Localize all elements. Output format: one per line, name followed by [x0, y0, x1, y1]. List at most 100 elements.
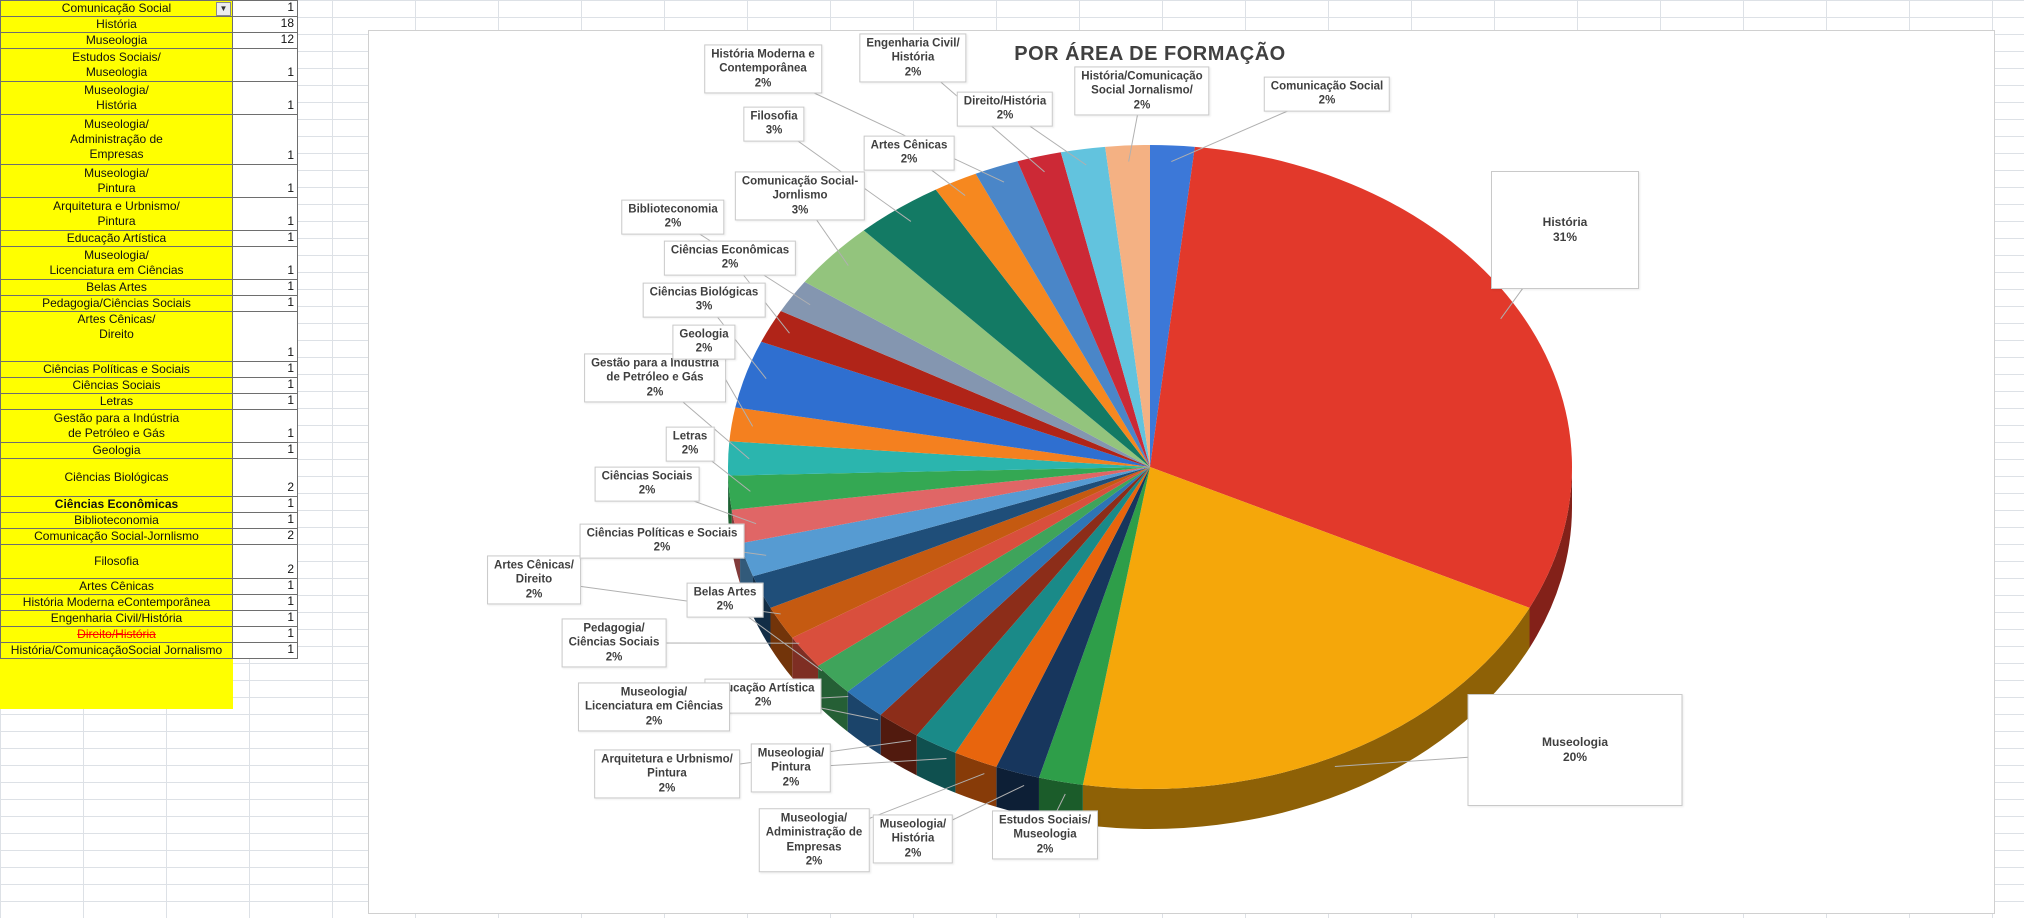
cell-area-label[interactable]: Estudos Sociais/ Museologia — [0, 48, 233, 82]
pie-slice[interactable] — [735, 341, 1150, 467]
cell-area-count[interactable]: 1 — [233, 197, 298, 231]
chart-data-label[interactable]: Biblioteconomia 2% — [621, 199, 725, 235]
chart-data-label[interactable]: Ciências Biológicas 3% — [642, 282, 766, 318]
chart-data-label[interactable]: História Moderna e Contemporânea 2% — [704, 44, 822, 94]
cell-area-label[interactable]: Gestão para a Indústria de Petróleo e Gá… — [0, 409, 233, 443]
cell-area-label[interactable]: Ciências Políticas e Sociais — [0, 361, 233, 378]
pie-slice[interactable] — [863, 189, 1150, 467]
cell-area-count[interactable]: 1 — [233, 642, 298, 659]
chart-area[interactable]: POR ÁREA DE FORMAÇÃO Comunicação Social 2… — [368, 30, 1995, 914]
pie-slice[interactable] — [1082, 467, 1530, 789]
cell-area-label[interactable]: Letras — [0, 393, 233, 410]
chart-data-label[interactable]: Comunicação Social- Jornlismo 3% — [734, 171, 866, 221]
cell-area-label[interactable]: Educação Artística — [0, 230, 233, 247]
cell-area-count[interactable]: 2 — [233, 528, 298, 545]
chart-data-label[interactable]: Artes Cênicas/ Direito 2% — [487, 555, 581, 605]
chart-data-label[interactable]: Artes Cênicas 2% — [863, 135, 955, 171]
cell-area-count[interactable]: 2 — [233, 458, 298, 497]
pie-slice[interactable] — [818, 467, 1150, 692]
pie-slice[interactable] — [731, 467, 1150, 544]
chart-data-label[interactable]: Belas Artes 2% — [686, 582, 764, 618]
pie-slice[interactable] — [728, 467, 1150, 510]
cell-area-label[interactable]: Museologia — [0, 32, 233, 49]
cell-area-label[interactable]: Museologia/ Licenciatura em Ciências — [0, 246, 233, 280]
pie-slice[interactable] — [761, 310, 1150, 467]
pie-slice[interactable] — [804, 230, 1150, 467]
chart-data-label[interactable]: Gestão para a Indústria de Petróleo e Gá… — [584, 353, 726, 403]
pie-slice[interactable] — [1105, 145, 1150, 467]
cell-area-count[interactable]: 18 — [233, 16, 298, 33]
cell-area-label[interactable]: História/ComunicaçãoSocial Jornalismo — [0, 642, 233, 659]
chart-data-label[interactable]: Estudos Sociais/ Museologia 2% — [991, 810, 1099, 860]
cell-area-label[interactable]: Ciências Sociais — [0, 377, 233, 394]
cell-area-count[interactable]: 1 — [233, 164, 298, 198]
cell-area-label[interactable]: Museologia/ História — [0, 81, 233, 115]
cell-area-count[interactable]: 1 — [233, 393, 298, 410]
cell-area-label[interactable]: Geologia — [0, 442, 233, 459]
cell-area-count[interactable]: 1 — [233, 512, 298, 529]
cell-area-label[interactable]: Museologia/ Administração de Empresas — [0, 114, 233, 165]
pie-slice[interactable] — [1017, 152, 1150, 467]
cell-area-count[interactable]: 1 — [233, 114, 298, 165]
pie-slice[interactable] — [975, 161, 1150, 467]
cell-area-label[interactable]: Ciências Econômicas — [0, 496, 233, 513]
cell-area-label[interactable]: Biblioteconomia — [0, 512, 233, 529]
chart-data-label[interactable]: Ciências Econômicas 2% — [663, 240, 797, 276]
pie-slice[interactable] — [1150, 145, 1195, 467]
cell-area-label[interactable]: Filosofia — [0, 544, 233, 579]
cell-area-count[interactable]: 12 — [233, 32, 298, 49]
cell-area-count[interactable]: 1 — [233, 0, 298, 17]
chart-data-label[interactable]: Geologia 2% — [672, 324, 736, 360]
cell-area-label[interactable]: Engenharia Civil/História — [0, 610, 233, 627]
pie-slice[interactable] — [780, 281, 1150, 467]
cell-area-count[interactable]: 1 — [233, 409, 298, 443]
chart-data-label[interactable]: Museologia/ História 2% — [872, 814, 954, 864]
chart-data-label[interactable]: Engenharia Civil/ História 2% — [859, 33, 967, 83]
cell-area-label[interactable]: História — [0, 16, 233, 33]
cell-area-count[interactable]: 1 — [233, 311, 298, 362]
chart-data-label[interactable]: Museologia/ Licenciatura em Ciências 2% — [577, 682, 731, 732]
chart-data-label[interactable]: Ciências Sociais 2% — [594, 466, 700, 502]
cell-area-count[interactable]: 2 — [233, 544, 298, 579]
cell-area-count[interactable]: 1 — [233, 246, 298, 280]
cell-area-count[interactable]: 1 — [233, 578, 298, 595]
cell-area-count[interactable]: 1 — [233, 496, 298, 513]
cell-area-label[interactable]: Belas Artes — [0, 279, 233, 296]
cell-area-count[interactable]: 1 — [233, 594, 298, 611]
cell-area-label[interactable]: Museologia/ Pintura — [0, 164, 233, 198]
cell-area-count[interactable]: 1 — [233, 295, 298, 312]
chart-title[interactable]: POR ÁREA DE FORMAÇÃO — [1014, 43, 1286, 65]
chart-data-label[interactable]: Filosofia 3% — [743, 106, 805, 142]
chart-data-label[interactable]: Ciências Políticas e Sociais 2% — [579, 523, 745, 559]
pie-slice[interactable] — [728, 441, 1150, 476]
pie-slice[interactable] — [1038, 467, 1150, 785]
chart-data-label[interactable]: Museologia 20% — [1467, 694, 1683, 806]
pie-slice[interactable] — [1150, 146, 1572, 608]
cell-area-count[interactable]: 1 — [233, 377, 298, 394]
chart-data-label[interactable]: Museologia/ Pintura 2% — [750, 743, 832, 793]
pie-slice[interactable] — [880, 467, 1150, 736]
cell-area-label[interactable]: Artes Cênicas — [0, 578, 233, 595]
cell-area-label[interactable]: Artes Cênicas/ Direito — [0, 311, 233, 362]
cell-area-label[interactable]: Comunicação Social-Jornlismo — [0, 528, 233, 545]
cell-area-count[interactable]: 1 — [233, 230, 298, 247]
pie-slice[interactable] — [955, 467, 1150, 767]
cell-area-count[interactable]: 1 — [233, 81, 298, 115]
pie-slice[interactable] — [740, 467, 1150, 577]
pie-slice[interactable] — [935, 173, 1150, 467]
cell-area-count[interactable]: 1 — [233, 442, 298, 459]
yellow-fill-block[interactable] — [0, 659, 233, 709]
cell-area-label[interactable]: Pedagogia/Ciências Sociais — [0, 295, 233, 312]
cell-area-label[interactable]: História Moderna eContemporânea — [0, 594, 233, 611]
autofilter-dropdown-icon[interactable]: ▼ — [216, 2, 231, 16]
cell-area-count[interactable]: 1 — [233, 279, 298, 296]
chart-data-label[interactable]: Pedagogia/ Ciências Sociais 2% — [561, 618, 667, 668]
cell-area-count[interactable]: 1 — [233, 626, 298, 643]
pie-slice[interactable] — [729, 407, 1150, 467]
pie-slice[interactable] — [996, 467, 1150, 778]
cell-area-label[interactable]: Direito/História — [0, 626, 233, 643]
pie-slice[interactable] — [770, 467, 1150, 638]
chart-data-label[interactable]: Comunicação Social 2% — [1263, 76, 1391, 112]
chart-data-label[interactable]: Arquitetura e Urbnismo/ Pintura 2% — [594, 749, 740, 799]
chart-data-label[interactable]: Museologia/ Administração de Empresas 2% — [758, 808, 870, 872]
